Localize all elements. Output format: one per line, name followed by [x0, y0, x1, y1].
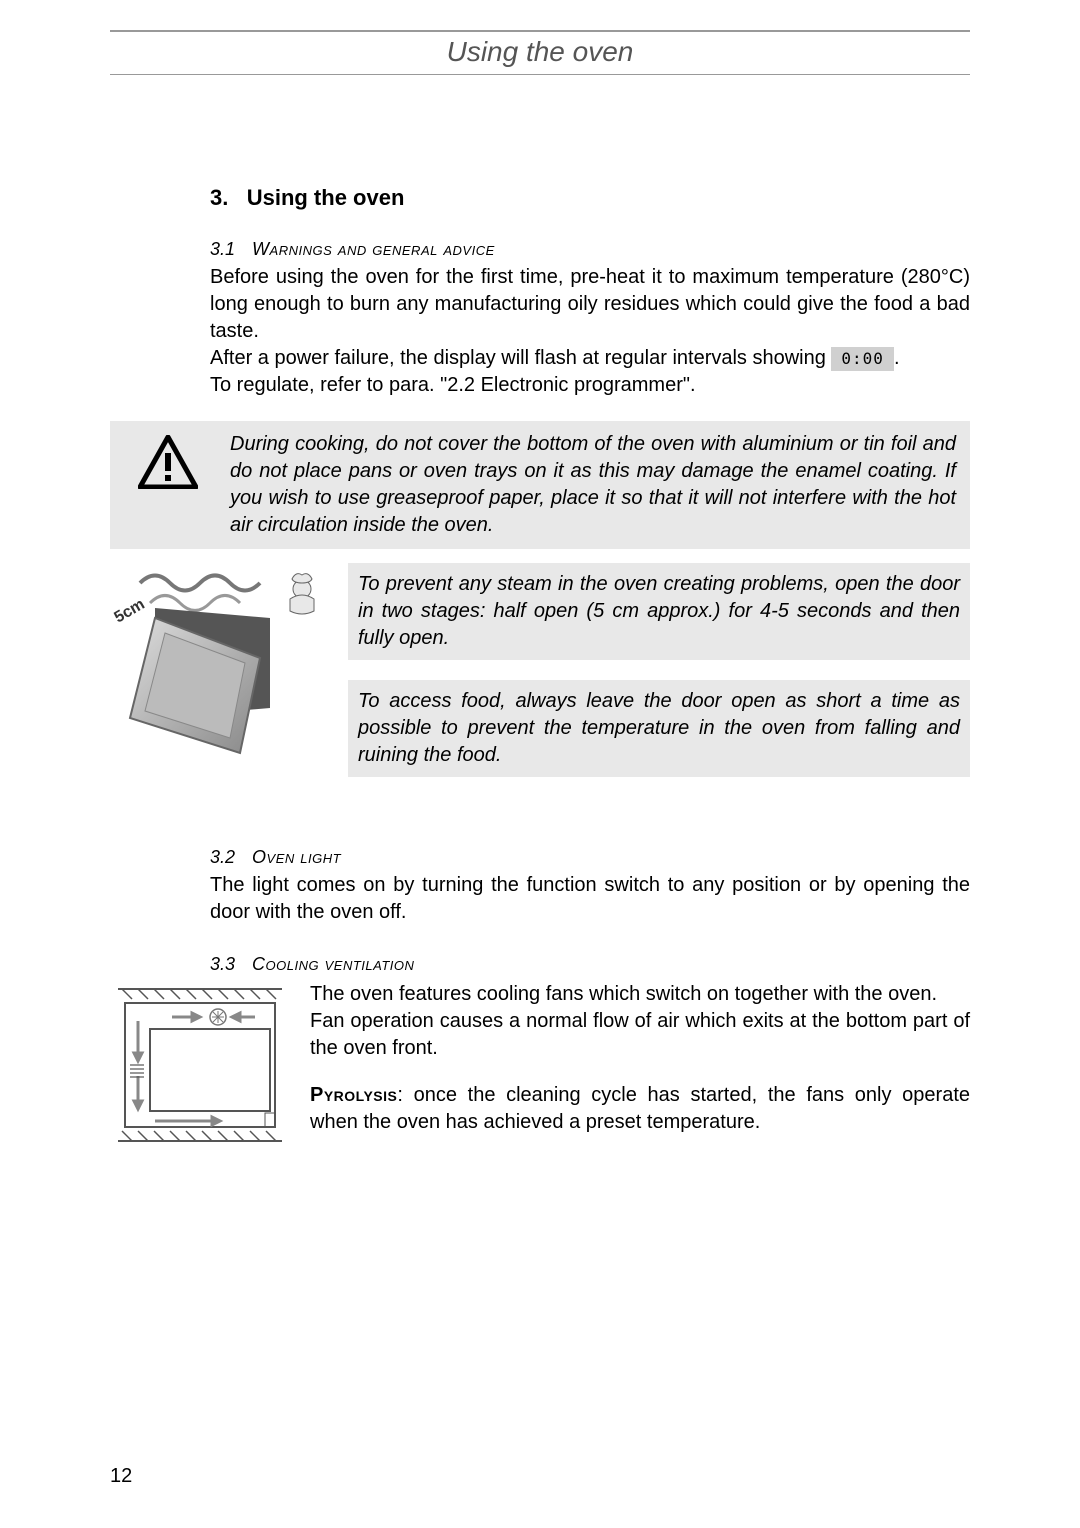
- steam-tip-2: To access food, always leave the door op…: [348, 680, 970, 777]
- s31-p2a: After a power failure, the display will …: [210, 347, 831, 369]
- warning-text: During cooking, do not cover the bottom …: [230, 431, 956, 539]
- s31-p2b: .: [894, 347, 900, 369]
- s33-p2: Fan operation causes a normal flow of ai…: [310, 1008, 970, 1062]
- sub-label-3-2: Oven light: [240, 847, 341, 867]
- subheading-3-3: 3.3 Cooling ventilation: [210, 954, 970, 975]
- section-label: Using the oven: [247, 185, 405, 210]
- pyrolysis-text: : once the cleaning cycle has started, t…: [310, 1084, 970, 1133]
- warning-triangle-icon: [138, 435, 198, 494]
- svg-text:5cm: 5cm: [112, 596, 148, 627]
- display-time-badge: 0:00: [831, 347, 894, 371]
- s31-p2: After a power failure, the display will …: [210, 345, 970, 372]
- steam-tip-1: To prevent any steam in the oven creatin…: [348, 563, 970, 660]
- s32-p1: The light comes on by turning the functi…: [210, 872, 970, 926]
- pyrolysis-label: Pyrolysis: [310, 1084, 397, 1106]
- s33-pyrolysis: Pyrolysis: once the cleaning cycle has s…: [310, 1082, 970, 1136]
- s31-p1: Before using the oven for the first time…: [210, 264, 970, 345]
- warning-box: During cooking, do not cover the bottom …: [110, 421, 970, 549]
- sub-label-3-1: Warnings and general advice: [240, 239, 495, 259]
- section-number: 3.: [210, 185, 228, 210]
- cooling-ventilation-diagram: [110, 981, 290, 1156]
- header-top-rule: [110, 30, 970, 32]
- section-title: 3. Using the oven: [210, 185, 970, 211]
- subheading-3-2: 3.2 Oven light: [210, 847, 970, 868]
- sub-num-3-2: 3.2: [210, 847, 235, 867]
- oven-door-open-illustration: 5cm: [110, 563, 330, 797]
- sub-label-3-3: Cooling ventilation: [240, 954, 414, 974]
- s33-p1: The oven features cooling fans which swi…: [310, 981, 970, 1008]
- s31-p3: To regulate, refer to para. "2.2 Electro…: [210, 372, 970, 399]
- page-header-title: Using the oven: [110, 36, 970, 75]
- sub-num-3-3: 3.3: [210, 954, 235, 974]
- subheading-3-1: 3.1 Warnings and general advice: [210, 239, 970, 260]
- sub-num-3-1: 3.1: [210, 239, 235, 259]
- page-number: 12: [110, 1465, 132, 1488]
